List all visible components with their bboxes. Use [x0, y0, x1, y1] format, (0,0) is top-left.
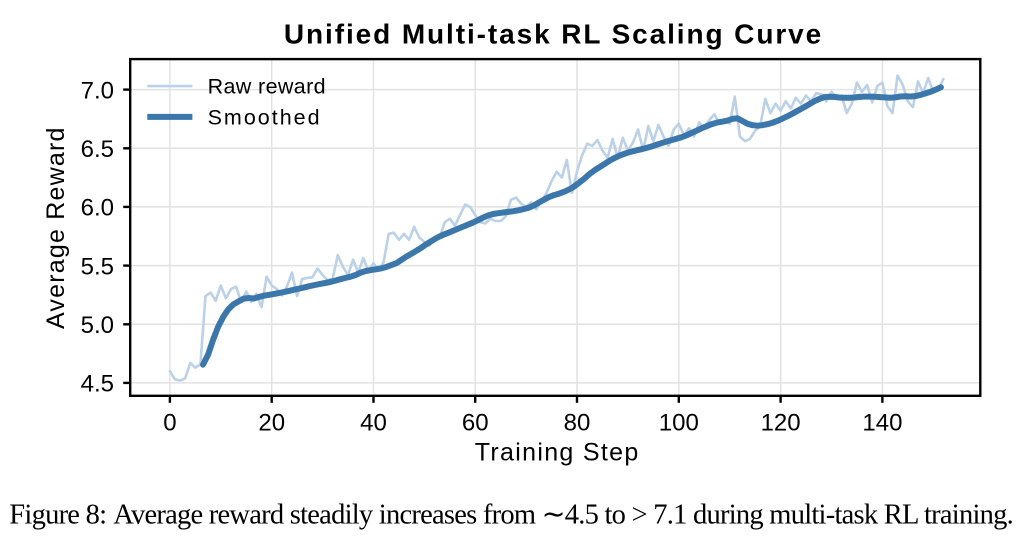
- svg-text:5.0: 5.0: [81, 312, 114, 339]
- svg-text:Unified Multi-task RL Scaling: Unified Multi-task RL Scaling Curve: [284, 19, 821, 50]
- svg-text:120: 120: [761, 410, 801, 437]
- svg-text:20: 20: [258, 410, 285, 437]
- svg-text:Training Step: Training Step: [475, 439, 639, 467]
- svg-text:100: 100: [659, 410, 699, 437]
- svg-text:80: 80: [564, 410, 591, 437]
- svg-text:0: 0: [163, 410, 176, 437]
- svg-text:6.0: 6.0: [81, 195, 114, 222]
- svg-text:Average Reward: Average Reward: [42, 128, 70, 329]
- svg-text:140: 140: [862, 410, 902, 437]
- svg-text:6.5: 6.5: [81, 136, 114, 163]
- svg-text:Figure 8:Average reward steadi: Figure 8: Average reward steadily increas…: [9, 500, 1013, 531]
- svg-text:40: 40: [360, 410, 387, 437]
- svg-text:4.5: 4.5: [81, 371, 114, 398]
- svg-text:Raw reward: Raw reward: [208, 75, 326, 99]
- svg-text:Smoothed: Smoothed: [208, 105, 320, 129]
- svg-text:5.5: 5.5: [81, 253, 114, 280]
- svg-text:7.0: 7.0: [81, 77, 114, 104]
- svg-text:60: 60: [462, 410, 489, 437]
